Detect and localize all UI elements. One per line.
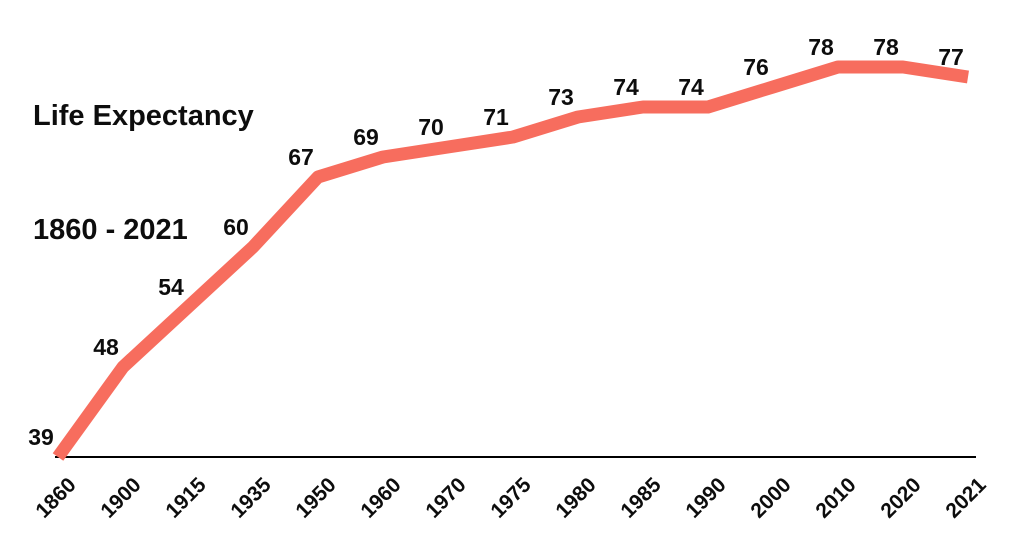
chart-title-line1: Life Expectancy (33, 100, 254, 132)
x-tick-label: 2021 (941, 473, 991, 523)
data-label: 39 (28, 424, 54, 450)
x-tick-label: 1935 (226, 473, 276, 523)
x-tick-label: 1980 (551, 473, 600, 522)
data-label: 60 (223, 214, 249, 240)
data-label: 70 (418, 114, 444, 140)
x-tick-label: 1915 (161, 473, 211, 523)
data-label: 76 (743, 54, 769, 80)
x-tick-label: 1990 (681, 473, 730, 522)
data-label: 74 (613, 74, 639, 100)
chart-title-line2: 1860 - 2021 (33, 214, 188, 246)
x-tick-label: 1975 (486, 473, 536, 523)
x-tick-label: 1950 (291, 473, 340, 522)
x-tick-label: 1960 (356, 473, 405, 522)
x-tick-label: 2010 (811, 473, 860, 522)
data-label: 67 (288, 144, 314, 170)
data-label: 77 (938, 44, 964, 70)
data-label: 73 (548, 84, 574, 110)
data-label: 74 (678, 74, 704, 100)
x-tick-label: 1985 (616, 473, 666, 523)
data-label: 69 (353, 124, 379, 150)
x-tick-label: 2000 (746, 473, 795, 522)
data-label: 54 (158, 274, 184, 300)
series-line (52, 60, 969, 461)
chart-title: Life Expectancy 1860 - 2021 (33, 21, 254, 325)
data-label: 71 (483, 104, 509, 130)
x-tick-label: 2020 (876, 473, 925, 522)
x-tick-label: 1900 (96, 473, 145, 522)
data-label: 48 (93, 334, 119, 360)
x-tick-label: 1970 (421, 473, 470, 522)
data-label: 78 (808, 34, 834, 60)
x-tick-label: 1860 (31, 473, 80, 522)
data-label: 78 (873, 34, 899, 60)
